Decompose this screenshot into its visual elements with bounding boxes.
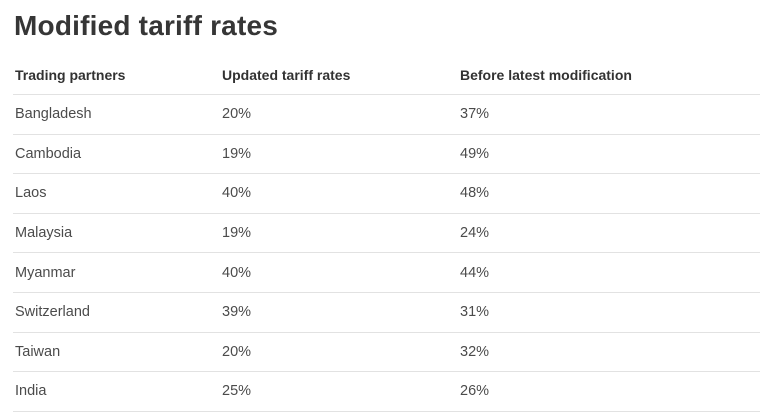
table-row: Myanmar 40% 44% xyxy=(13,253,760,293)
cell-before-rate: 48% xyxy=(460,185,490,202)
cell-partner: Switzerland xyxy=(15,304,90,321)
cell-updated-rate: 39% xyxy=(222,304,252,321)
table-row: Switzerland 39% 31% xyxy=(13,293,760,333)
cell-before-rate: 24% xyxy=(460,225,490,242)
table-row: Bangladesh 20% 37% xyxy=(13,95,760,135)
cell-before-rate: 26% xyxy=(460,383,490,400)
cell-before-rate: 49% xyxy=(460,145,490,162)
cell-partner: Laos xyxy=(15,185,47,202)
table-row: Laos 40% 48% xyxy=(13,174,760,214)
table-body: Bangladesh 20% 37% Cambodia 19% 49% Laos… xyxy=(13,95,760,412)
page-title: Modified tariff rates xyxy=(14,10,279,41)
cell-partner: Bangladesh xyxy=(15,106,92,123)
table-row: Malaysia 19% 24% xyxy=(13,214,760,254)
cell-updated-rate: 19% xyxy=(222,145,252,162)
cell-partner: Myanmar xyxy=(15,264,76,281)
table-row: Cambodia 19% 49% xyxy=(13,135,760,175)
cell-partner: Taiwan xyxy=(15,343,61,360)
cell-before-rate: 44% xyxy=(460,264,490,281)
cell-updated-rate: 40% xyxy=(222,185,252,202)
table-header-row: Trading partners Updated tariff rates Be… xyxy=(13,55,760,95)
cell-before-rate: 37% xyxy=(460,106,490,123)
cell-updated-rate: 25% xyxy=(222,383,252,400)
cell-updated-rate: 40% xyxy=(222,264,252,281)
table-row: Taiwan 20% 32% xyxy=(13,333,760,373)
cell-before-rate: 31% xyxy=(460,304,490,321)
column-header-trading-partners: Trading partners xyxy=(15,66,126,83)
cell-partner: Malaysia xyxy=(15,225,73,242)
table-row: India 25% 26% xyxy=(13,372,760,412)
cell-before-rate: 32% xyxy=(460,343,490,360)
cell-partner: Cambodia xyxy=(15,145,82,162)
cell-updated-rate: 20% xyxy=(222,343,252,360)
cell-updated-rate: 20% xyxy=(222,106,252,123)
cell-updated-rate: 19% xyxy=(222,225,252,242)
tariff-rates-table: Trading partners Updated tariff rates Be… xyxy=(13,55,760,412)
column-header-updated-tariff-rates: Updated tariff rates xyxy=(222,66,351,83)
column-header-before-latest-modification: Before latest modification xyxy=(460,66,632,83)
cell-partner: India xyxy=(15,383,47,400)
